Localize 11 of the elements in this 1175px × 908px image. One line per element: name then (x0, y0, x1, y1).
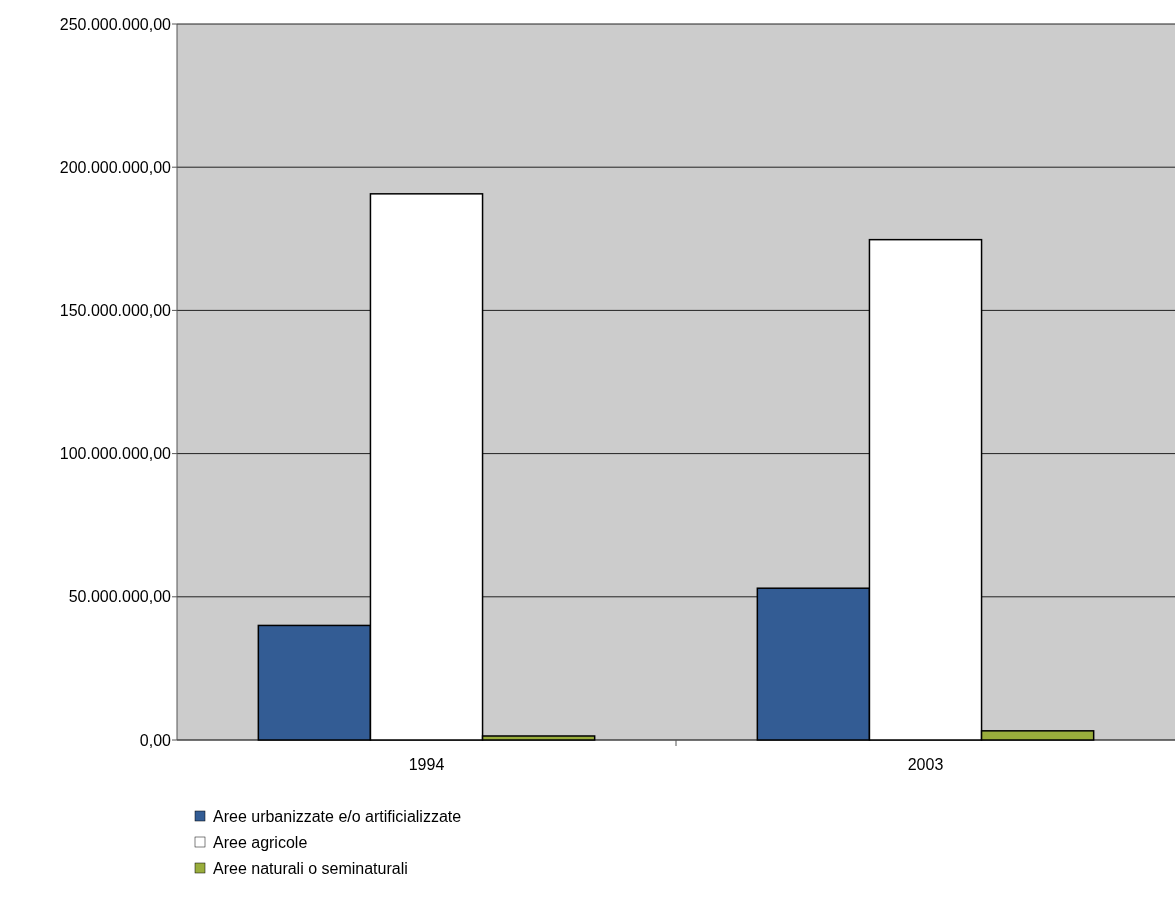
y-tick-label: 100.000.000,00 (59, 445, 172, 463)
y-tick-label: 150.000.000,00 (59, 302, 172, 319)
legend-label: Aree naturali o seminaturali (213, 859, 408, 877)
y-tick-label: 200.000.000,00 (59, 158, 172, 176)
x-tick-label: 2003 (907, 755, 944, 773)
y-tick-label: 0,00 (139, 731, 172, 749)
legend-label: Aree agricole (213, 833, 308, 851)
y-tick-label: 50.000.000,00 (68, 588, 172, 606)
x-tick-label: 1994 (408, 755, 445, 773)
y-tick-label: 250.000.000,00 (59, 15, 172, 33)
legend-label: Aree urbanizzate e/o artificializzate (213, 807, 462, 825)
